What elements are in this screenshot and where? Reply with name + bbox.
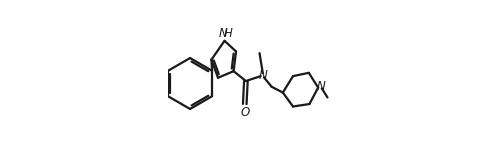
- Text: N: N: [316, 80, 326, 93]
- Text: N: N: [219, 27, 228, 40]
- Text: O: O: [240, 106, 250, 119]
- Text: N: N: [258, 69, 267, 82]
- Text: H: H: [224, 27, 232, 40]
